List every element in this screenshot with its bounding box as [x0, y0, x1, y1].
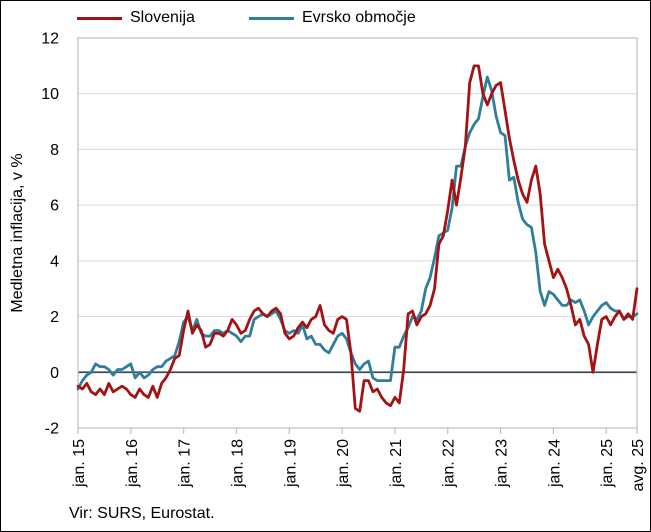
- series-line-slovenija: [76, 64, 639, 413]
- source-note: Vir: SURS, Eurostat.: [69, 505, 215, 522]
- x-tick-label: jan. 24: [546, 439, 563, 488]
- plot-border: [77, 37, 638, 429]
- x-tick-label: jan. 20: [335, 439, 352, 488]
- y-tick-label: 0: [50, 365, 59, 382]
- chart-legend: Slovenija Evrsko območje: [77, 6, 416, 30]
- slovenija-line-swatch: [77, 16, 122, 20]
- x-tick-label: jan. 25: [599, 439, 616, 488]
- legend-item-slovenija: Slovenija: [77, 10, 195, 26]
- x-tick-label: jan. 21: [388, 439, 405, 488]
- legend-item-evrsko-obmocje: Evrsko območje: [248, 9, 416, 26]
- x-tick-label: avg. 25: [630, 439, 647, 492]
- x-tick-label: jan. 23: [494, 439, 511, 488]
- legend-label-slovenija: Slovenija: [130, 9, 195, 26]
- evrsko-obmocje-line-swatch: [248, 16, 294, 20]
- x-tick-label: jan. 18: [229, 439, 246, 488]
- x-tick-label: jan. 19: [282, 439, 299, 488]
- legend-label-evrsko-obmocje: Evrsko območje: [301, 9, 416, 26]
- y-tick-label: 4: [50, 253, 59, 270]
- y-tick-label: 10: [41, 86, 59, 103]
- y-tick-label: 6: [50, 198, 59, 215]
- y-tick-label: 8: [50, 142, 59, 159]
- x-tick-label: jan. 17: [177, 439, 194, 488]
- y-tick-label: 2: [50, 309, 59, 326]
- y-tick-label: 12: [41, 31, 59, 48]
- series-line-evrsko-obmocje: [76, 75, 639, 391]
- x-tick-label: jan. 15: [71, 439, 88, 488]
- y-tick-label: -2: [45, 421, 59, 438]
- x-tick-label: jan. 16: [124, 439, 141, 488]
- x-tick-label: jan. 22: [441, 439, 458, 488]
